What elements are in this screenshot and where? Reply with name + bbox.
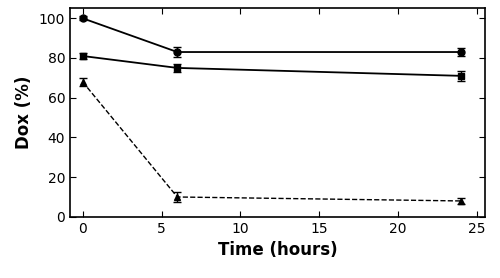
X-axis label: Time (hours): Time (hours) [218, 241, 338, 259]
Y-axis label: Dox (%): Dox (%) [15, 76, 33, 149]
